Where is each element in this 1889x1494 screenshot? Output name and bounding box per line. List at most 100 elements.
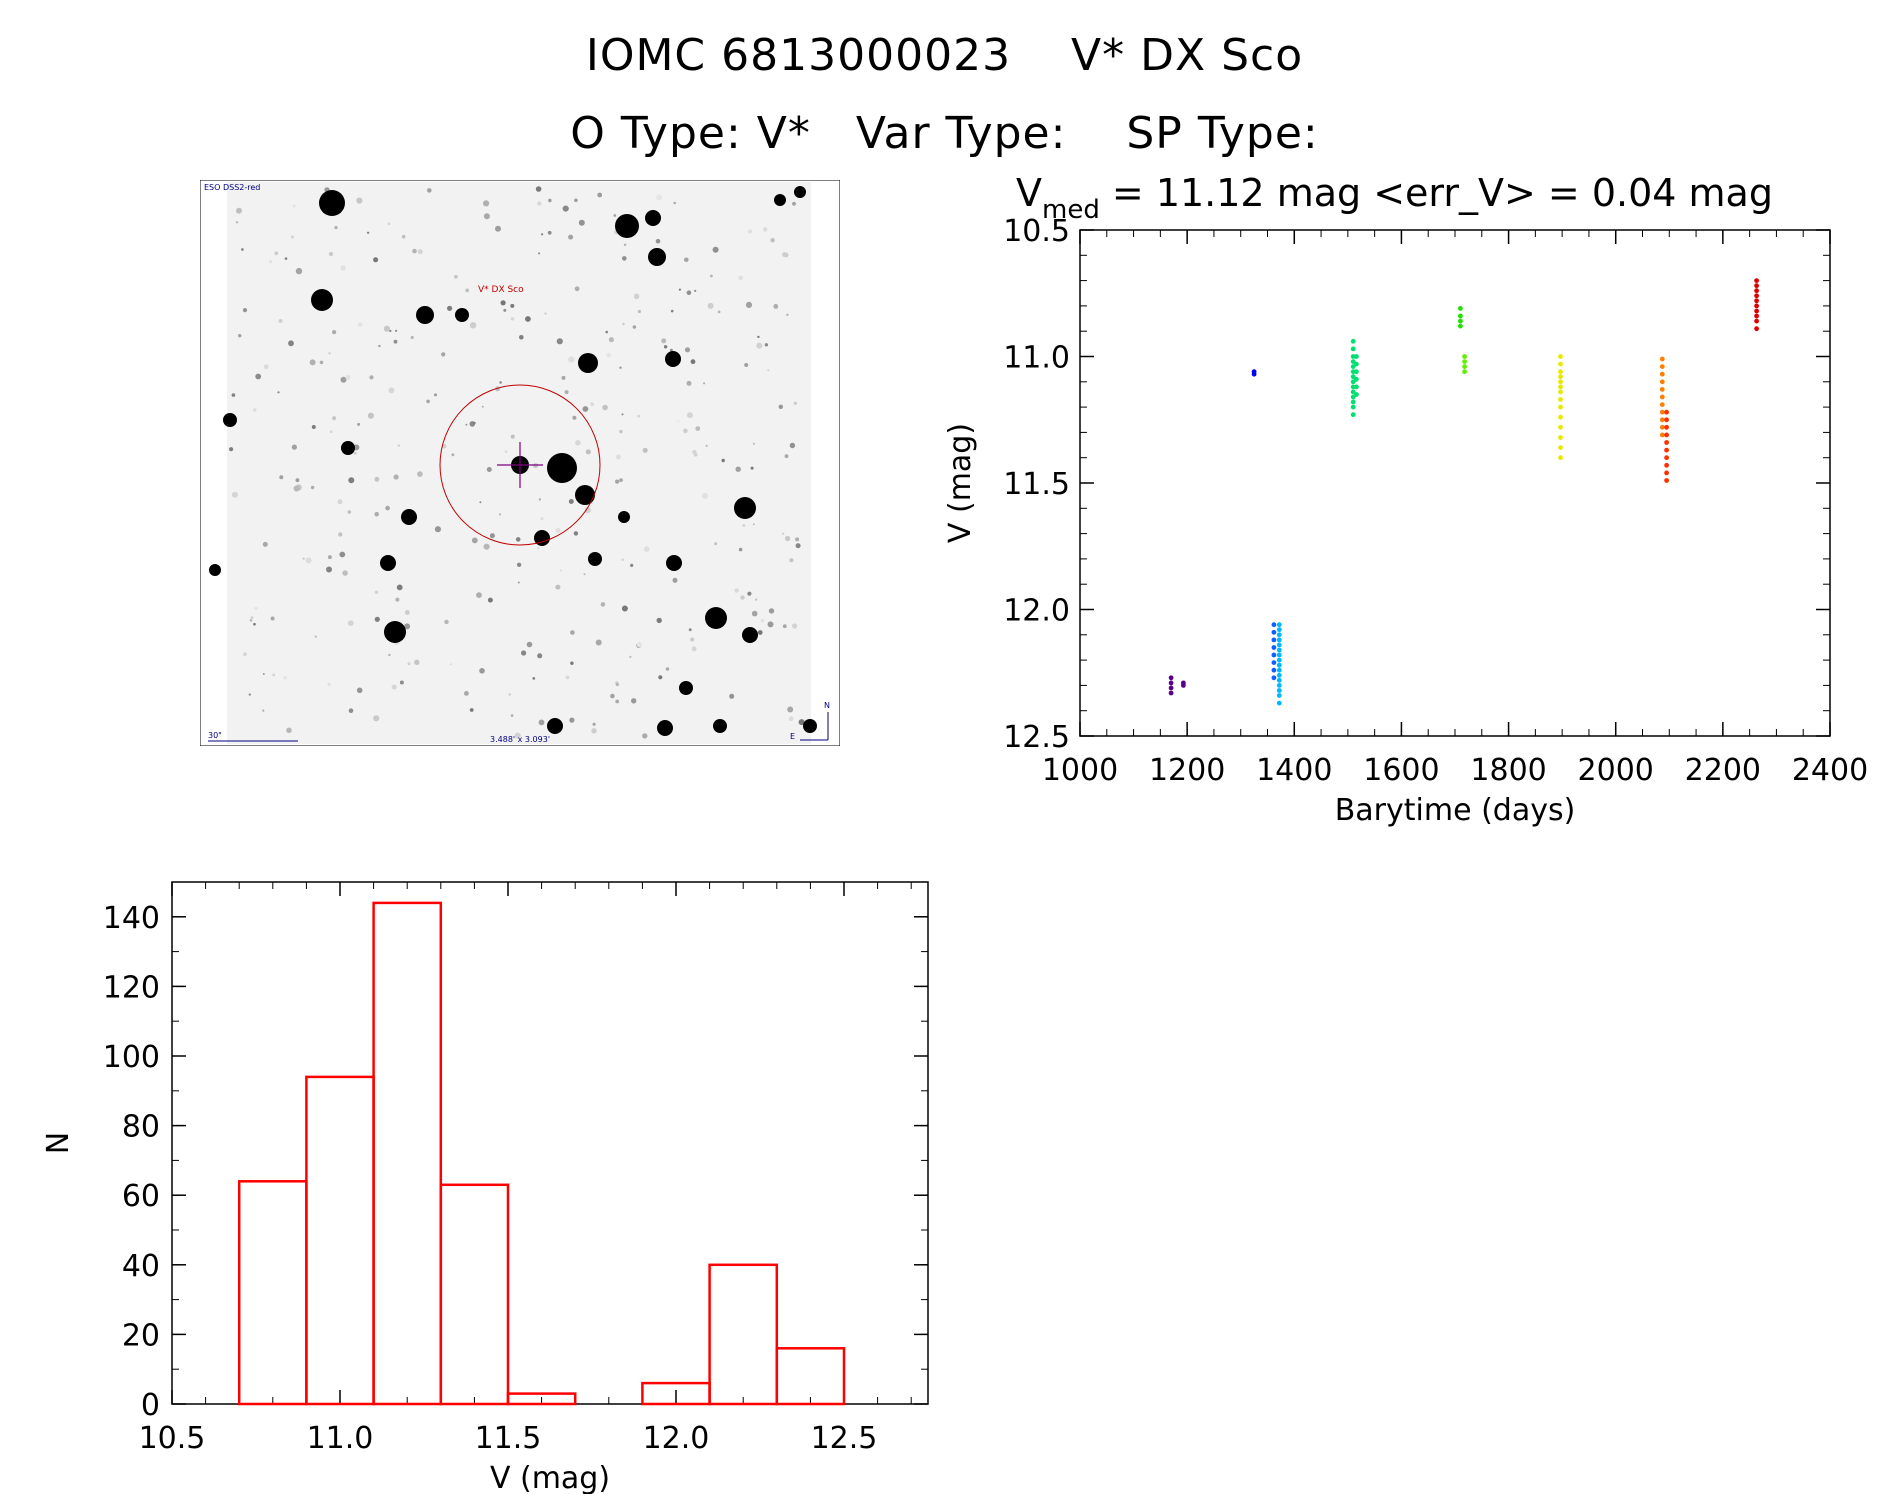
faint-star [404, 610, 410, 615]
figure-subtitle: O Type: V* Var Type: SP Type: [570, 108, 1319, 159]
faint-star [332, 330, 337, 335]
data-point [1276, 683, 1282, 688]
faint-star [391, 684, 397, 690]
faint-star [642, 733, 648, 739]
data-point [1271, 622, 1277, 628]
data-point [1276, 627, 1282, 633]
data-point [1664, 462, 1669, 468]
faint-star [417, 249, 423, 255]
faint-star [619, 366, 622, 369]
faint-star [373, 257, 379, 263]
light-curve-points [1168, 278, 1759, 706]
faint-star [693, 452, 698, 457]
faint-star [427, 188, 432, 193]
data-point [1462, 354, 1467, 359]
data-point [1558, 445, 1563, 450]
x-tick-label: 12.0 [643, 1421, 710, 1456]
data-point [1754, 303, 1759, 309]
data-point [1754, 283, 1759, 289]
faint-star [521, 650, 527, 656]
faint-star [714, 542, 718, 546]
light-curve-xlabel: Barytime (days) [1335, 793, 1576, 828]
faint-star [740, 595, 745, 600]
data-point [1664, 424, 1669, 430]
data-point [1754, 308, 1759, 314]
faint-star [449, 663, 452, 666]
faint-star [373, 715, 380, 722]
bright-star [384, 621, 406, 643]
faint-star [623, 243, 627, 247]
data-point [1659, 371, 1665, 377]
faint-star [388, 653, 391, 657]
x-tick-label: 1800 [1470, 753, 1546, 788]
histogram-bar [439, 1183, 510, 1406]
faint-star [326, 566, 332, 573]
faint-star [694, 289, 697, 292]
data-point [1558, 455, 1563, 461]
faint-star [319, 360, 324, 365]
faint-star [782, 532, 785, 535]
faint-star [537, 653, 543, 659]
figure-title: IOMC 6813000023 V* DX Sco [585, 30, 1304, 81]
faint-star [767, 369, 770, 372]
faint-star [284, 257, 288, 260]
histogram-ticks: 10.5 11.0 11.5 12.0 12.5 0 20 40 60 80 100 120 140 [103, 881, 928, 1456]
faint-star [288, 340, 294, 347]
histogram-bar [708, 1263, 779, 1406]
bright-star [534, 530, 550, 546]
data-point [1558, 397, 1563, 402]
data-point [1558, 361, 1563, 367]
faint-star [241, 248, 244, 251]
data-point [1558, 369, 1563, 375]
aperture-circle [439, 384, 601, 546]
data-point [1664, 478, 1669, 483]
x-tick-label: 2200 [1685, 753, 1761, 788]
light-curve-title: Vmed = 11.12 mag <err_V> = 0.04 mag [1016, 171, 1773, 225]
faint-star [684, 347, 691, 353]
data-point [1276, 652, 1282, 658]
data-point [1276, 642, 1282, 648]
bright-star [713, 719, 727, 733]
faint-star [786, 313, 789, 316]
data-point [1558, 424, 1563, 430]
data-point [1354, 354, 1359, 359]
faint-star [537, 201, 542, 206]
data-point [1462, 359, 1467, 364]
data-point [1271, 637, 1277, 643]
faint-star [707, 302, 714, 309]
faint-star [738, 275, 743, 281]
faint-star [327, 555, 332, 560]
y-tick-label: 20 [122, 1318, 160, 1353]
faint-star [548, 198, 552, 203]
bright-star [223, 413, 237, 427]
faint-star [745, 301, 753, 308]
faint-star [570, 661, 574, 665]
faint-star [597, 192, 603, 198]
title-rest: = 11.12 mag <err_V> = 0.04 mag [1100, 171, 1773, 215]
faint-star [752, 442, 756, 445]
data-point [1350, 404, 1356, 410]
faint-star [253, 622, 256, 626]
faint-star [568, 499, 574, 504]
faint-star [562, 205, 569, 212]
data-point [1276, 700, 1282, 706]
data-point [1558, 435, 1563, 440]
histogram-bar [775, 1347, 846, 1406]
data-point [1659, 387, 1665, 392]
faint-star [356, 197, 363, 204]
faint-star [517, 581, 520, 584]
data-point [1659, 364, 1665, 369]
faint-star [582, 406, 589, 412]
faint-star [677, 419, 680, 422]
data-point [1659, 432, 1665, 438]
data-point [1458, 318, 1463, 324]
faint-star [605, 330, 608, 334]
data-point [1664, 440, 1669, 445]
faint-star [397, 444, 401, 447]
data-point [1558, 374, 1563, 380]
faint-star [610, 693, 615, 699]
faint-star [584, 506, 591, 514]
faint-star [756, 342, 763, 349]
bright-star [547, 453, 577, 483]
histogram-bar [305, 1075, 375, 1406]
